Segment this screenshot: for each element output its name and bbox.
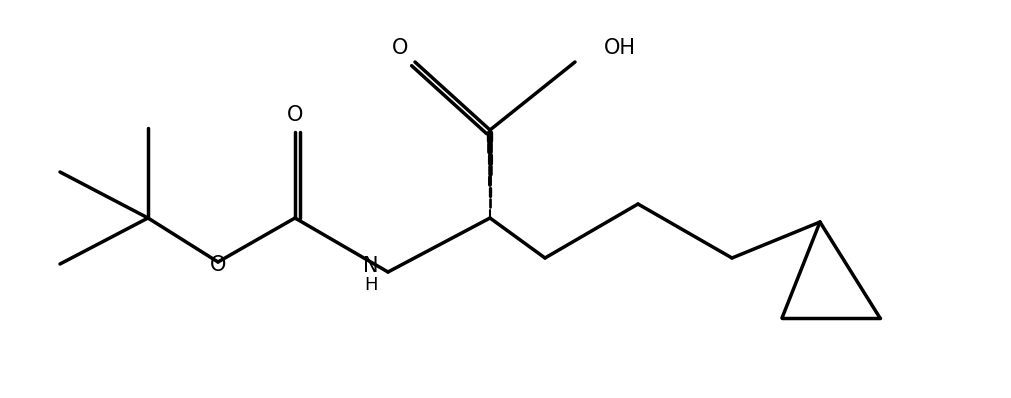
Text: N: N — [363, 256, 378, 276]
Text: OH: OH — [604, 38, 635, 58]
Text: O: O — [209, 255, 226, 275]
Text: O: O — [286, 105, 303, 125]
Text: H: H — [364, 276, 377, 294]
Text: O: O — [391, 38, 407, 58]
